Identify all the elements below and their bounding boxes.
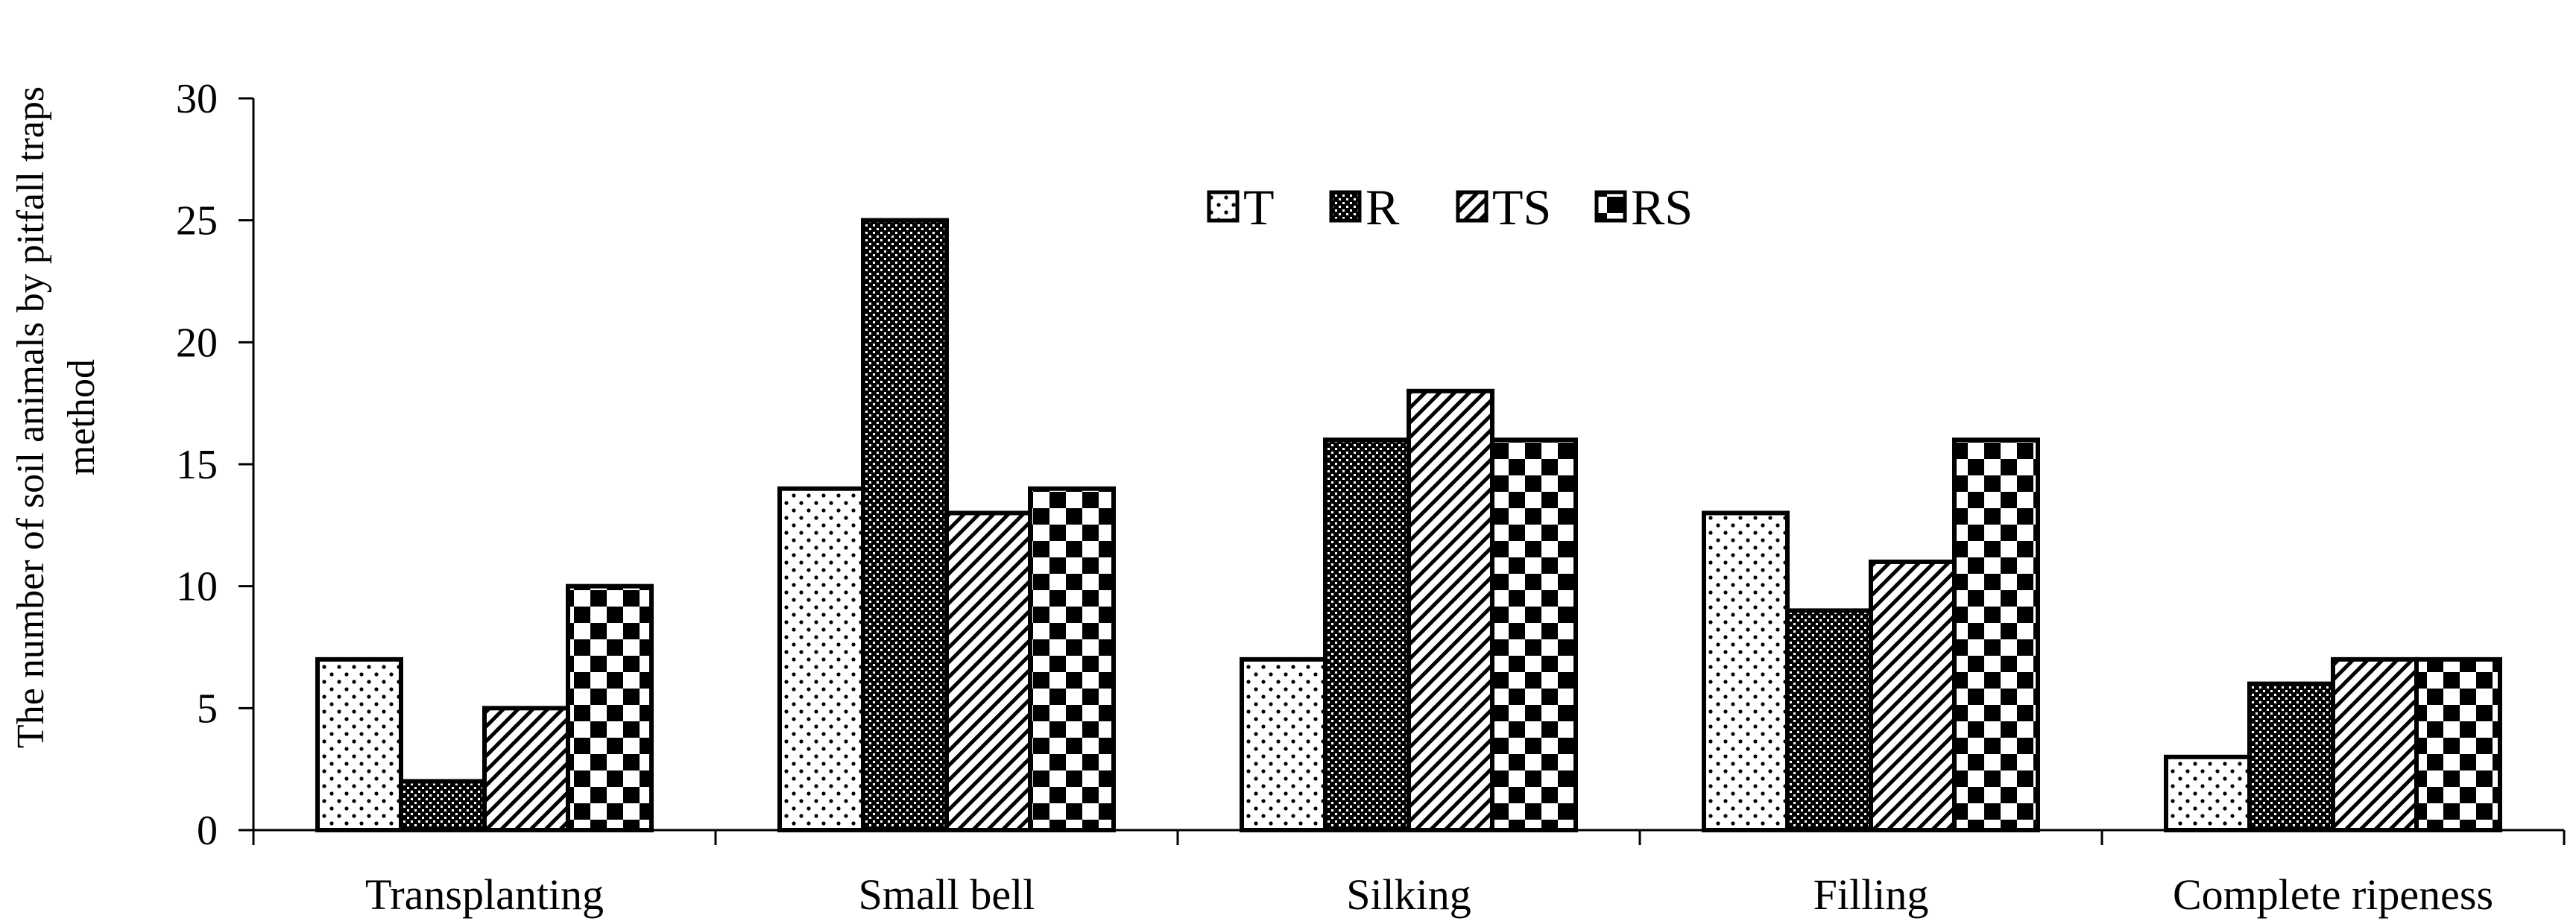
y-axis-ticks: 0 5 10 15 20 25 30 (176, 76, 253, 854)
bar-rs-5 (2414, 656, 2502, 832)
bar-rs-1 (566, 583, 654, 833)
legend-label-t: T (1243, 179, 1275, 235)
legend-swatch-t (1207, 190, 1240, 223)
bar-r-2 (861, 218, 949, 832)
category-labels: Transplanting Small bell Silking Filling Com… (365, 870, 2493, 919)
legend-label-r: R (1366, 179, 1400, 235)
y-tick-label: 20 (176, 320, 218, 366)
bar-r-4 (1785, 608, 1873, 833)
bar-r-5 (2247, 681, 2335, 832)
x-category-label: Transplanting (365, 870, 604, 919)
y-axis-label-line-1: The number of soil animals by pitfall tr… (10, 86, 52, 748)
y-axis-label-line-2: method (60, 359, 103, 475)
legend: T R TS RS (1207, 179, 1693, 235)
bar-ts-3 (1407, 388, 1494, 832)
bar-rs-2 (1028, 486, 1116, 832)
x-category-label: Small bell (859, 870, 1035, 919)
x-category-label: Complete ripeness (2173, 870, 2493, 919)
bar-ts-5 (2331, 656, 2419, 832)
bar-r-1 (399, 779, 487, 832)
legend-swatch-rs (1594, 190, 1627, 223)
y-tick-label: 0 (197, 808, 218, 854)
bar-ts-4 (1869, 559, 1957, 833)
legend-label-rs: RS (1631, 179, 1693, 235)
x-category-label: Silking (1346, 870, 1471, 919)
bar-t-5 (2164, 754, 2252, 832)
y-tick-label: 10 (176, 564, 218, 610)
bar-rs-3 (1490, 437, 1578, 832)
y-axis-label: The number of soil animals by pitfall tr… (10, 86, 103, 748)
y-tick-label: 30 (176, 76, 218, 122)
bar-r-3 (1323, 437, 1411, 832)
y-tick-label: 15 (176, 442, 218, 488)
bar-rs-4 (1952, 437, 2040, 832)
y-tick-label: 5 (197, 686, 218, 732)
legend-swatch-r (1329, 190, 1362, 223)
bar-t-1 (315, 656, 403, 832)
bar-t-2 (777, 486, 865, 832)
bars (315, 218, 2502, 833)
bar-ts-2 (944, 510, 1032, 832)
bar-t-3 (1240, 656, 1328, 832)
bar-ts-1 (482, 706, 570, 832)
y-tick-label: 25 (176, 198, 218, 244)
bar-t-4 (1702, 510, 1790, 832)
x-axis-ticks (252, 830, 2566, 845)
legend-swatch-ts (1456, 190, 1489, 223)
legend-label-ts: TS (1492, 179, 1551, 235)
x-category-label: Filling (1813, 870, 1929, 919)
